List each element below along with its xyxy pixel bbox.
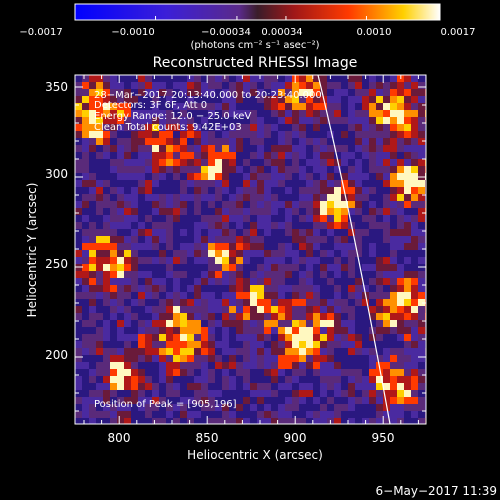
x-tick-label: 850 bbox=[196, 431, 219, 445]
x-tick-label: 800 bbox=[108, 431, 131, 445]
colorbar-tick-label: 0.0017 bbox=[441, 27, 476, 38]
observation-info: 28−Mar−2017 20:13:40.000 to 20:23:40.000… bbox=[94, 90, 322, 133]
y-tick-label: 250 bbox=[45, 257, 68, 271]
info-detectors: Detectors: 3F 6F, Att 0 bbox=[94, 100, 207, 111]
plot-title: Reconstructed RHESSI Image bbox=[153, 55, 358, 71]
colorbar-tick-label: 0.00034 bbox=[261, 27, 302, 38]
info-energy-range: Energy Range: 12.0 − 25.0 keV bbox=[94, 111, 251, 122]
colorbar-tick-label: −0.0017 bbox=[19, 27, 62, 38]
colorbar-units: (photons cm⁻² s⁻¹ asec⁻²) bbox=[190, 40, 319, 51]
y-axis-label: Heliocentric Y (arcsec) bbox=[25, 183, 39, 318]
info-counts: Clean Total counts: 9.42E+03 bbox=[94, 122, 242, 133]
image-pixels bbox=[75, 75, 426, 424]
colorbar-tick-label: −0.00034 bbox=[201, 27, 251, 38]
solar-limb bbox=[317, 75, 391, 424]
colorbar-tick-label: 0.0010 bbox=[357, 27, 392, 38]
colorbar-ticks: −0.0017 −0.0010 −0.00034 0.00034 0.0010 0.001… bbox=[19, 16, 476, 38]
info-date-range: 28−Mar−2017 20:13:40.000 to 20:23:40.000 bbox=[94, 90, 322, 101]
y-tick-label: 200 bbox=[45, 348, 68, 362]
y-tick-label: 350 bbox=[45, 80, 68, 94]
colorbar-tick-label: −0.0010 bbox=[111, 27, 154, 38]
y-tick-label: 300 bbox=[45, 167, 68, 181]
timestamp: 6−May−2017 11:39 bbox=[376, 484, 498, 498]
x-tick-label: 950 bbox=[372, 431, 395, 445]
x-tick-label: 900 bbox=[284, 431, 307, 445]
axis-ticks bbox=[75, 75, 426, 424]
colorbar bbox=[74, 3, 441, 21]
peak-position: Position of Peak = [905,196] bbox=[94, 399, 237, 410]
x-axis-label: Heliocentric X (arcsec) bbox=[187, 448, 323, 462]
